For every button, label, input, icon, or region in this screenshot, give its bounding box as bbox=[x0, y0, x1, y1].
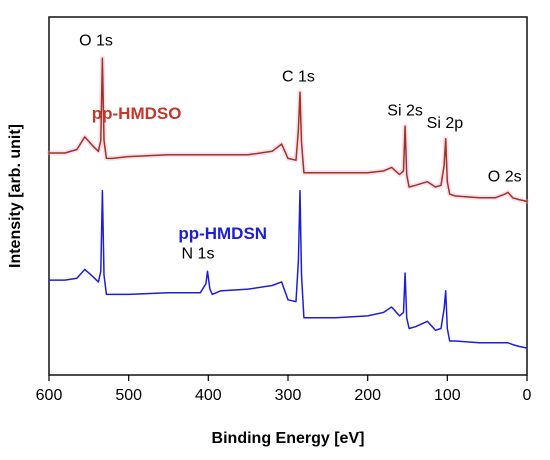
x-tick-label-0: 0 bbox=[523, 387, 532, 404]
series-line-pp-hmdso bbox=[48, 57, 528, 203]
peak-label-c-1s: C 1s bbox=[282, 68, 315, 85]
peak-label-o-1s: O 1s bbox=[79, 33, 113, 50]
x-tick-label-100: 100 bbox=[434, 387, 461, 404]
series-label-pp-hmdso: pp-HMDSO bbox=[92, 104, 182, 123]
x-axis-label: Binding Energy [eV] bbox=[212, 430, 365, 447]
peak-label-si-2p: Si 2p bbox=[427, 115, 464, 132]
series-labels: pp-HMDSO pp-HMDSN bbox=[92, 104, 267, 243]
x-tick-label-500: 500 bbox=[115, 387, 142, 404]
x-axis-ticks: 600 500 400 300 200 100 0 bbox=[36, 375, 532, 404]
series-line-pp-hmdsn bbox=[48, 189, 528, 349]
x-tick-label-400: 400 bbox=[195, 387, 222, 404]
peak-label-n-1s: N 1s bbox=[182, 246, 215, 263]
x-tick-label-300: 300 bbox=[275, 387, 302, 404]
x-tick-label-600: 600 bbox=[36, 387, 63, 404]
series-layer bbox=[46, 55, 530, 349]
series-label-pp-hmdsn: pp-HMDSN bbox=[178, 224, 267, 243]
peak-label-si-2s: Si 2s bbox=[387, 102, 423, 119]
x-tick-label-200: 200 bbox=[354, 387, 381, 404]
peak-label-o-2s: O 2s bbox=[488, 169, 522, 186]
y-axis-label: Intensity [arb. unit] bbox=[7, 124, 24, 268]
